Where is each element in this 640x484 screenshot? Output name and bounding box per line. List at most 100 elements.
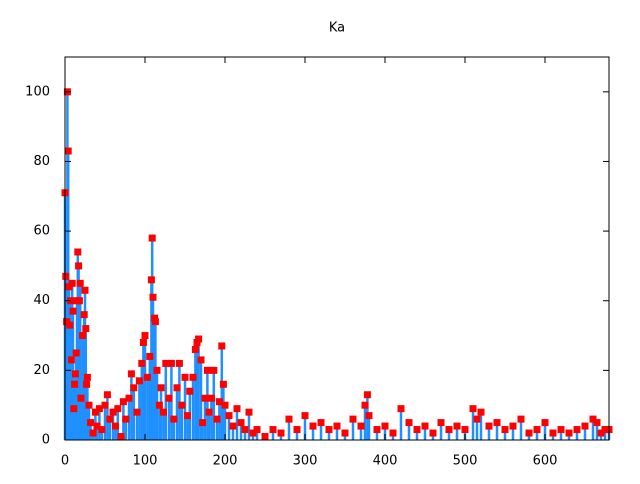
x-tick-label: 200	[213, 454, 238, 469]
point	[71, 380, 79, 388]
point	[91, 408, 99, 416]
point	[69, 307, 77, 315]
point	[189, 373, 197, 381]
point	[75, 262, 83, 270]
point	[70, 405, 78, 413]
point	[225, 412, 233, 420]
point	[106, 415, 114, 423]
point	[167, 359, 175, 367]
point	[125, 394, 133, 402]
point	[221, 401, 229, 409]
point	[373, 426, 381, 434]
point	[141, 332, 149, 340]
point	[589, 415, 597, 423]
point	[509, 422, 517, 430]
point	[201, 394, 209, 402]
point	[365, 412, 373, 420]
point	[199, 419, 207, 427]
point	[87, 419, 95, 427]
point	[261, 433, 269, 441]
point	[241, 426, 249, 434]
point	[215, 398, 223, 406]
point	[64, 147, 72, 155]
point	[72, 349, 80, 357]
point	[67, 356, 75, 364]
point	[219, 380, 227, 388]
point	[135, 377, 143, 385]
plot-border	[64, 56, 610, 441]
point	[148, 234, 156, 242]
point	[153, 366, 161, 374]
point	[210, 366, 218, 374]
point	[111, 422, 119, 430]
point	[207, 394, 215, 402]
point	[218, 342, 226, 350]
y-tick-label: 60	[33, 224, 50, 239]
point	[133, 408, 141, 416]
point	[71, 370, 79, 378]
point	[66, 321, 74, 329]
point	[117, 433, 125, 441]
point	[597, 429, 605, 437]
point	[453, 422, 461, 430]
point	[191, 345, 199, 353]
point	[173, 384, 181, 392]
point	[381, 422, 389, 430]
point	[98, 426, 106, 434]
point	[349, 415, 357, 423]
point	[149, 293, 157, 301]
point	[83, 380, 91, 388]
point	[325, 426, 333, 434]
point	[119, 398, 127, 406]
point	[101, 401, 109, 409]
point	[80, 311, 88, 319]
point	[157, 384, 165, 392]
point	[309, 422, 317, 430]
point	[413, 426, 421, 434]
point	[146, 352, 154, 360]
x-tick-label: 400	[373, 454, 398, 469]
point	[485, 422, 493, 430]
point	[205, 408, 213, 416]
point	[245, 408, 253, 416]
point	[477, 408, 485, 416]
point	[76, 279, 84, 287]
point	[197, 356, 205, 364]
point	[195, 335, 203, 343]
y-tick-label: 100	[25, 84, 50, 99]
point	[525, 429, 533, 437]
point	[437, 419, 445, 427]
point	[79, 332, 87, 340]
point	[277, 429, 285, 437]
point	[181, 373, 189, 381]
point	[557, 426, 565, 434]
point	[473, 415, 481, 423]
point	[237, 419, 245, 427]
point	[341, 429, 349, 437]
point	[83, 373, 91, 381]
point	[233, 405, 241, 413]
point	[122, 415, 130, 423]
point	[151, 318, 159, 326]
point	[68, 279, 76, 287]
point	[74, 248, 82, 256]
point	[541, 419, 549, 427]
point	[285, 415, 293, 423]
point	[127, 370, 135, 378]
point	[143, 373, 151, 381]
point	[581, 422, 589, 430]
point	[155, 401, 163, 409]
point	[429, 429, 437, 437]
y-tick-label: 20	[33, 363, 50, 378]
point	[229, 422, 237, 430]
x-tick-label: 0	[61, 454, 69, 469]
point	[203, 366, 211, 374]
x-tick-label: 300	[293, 454, 318, 469]
x-tick-label: 500	[453, 454, 478, 469]
point	[109, 408, 117, 416]
chart-title: Ka	[329, 21, 345, 36]
point	[85, 401, 93, 409]
point	[147, 276, 155, 284]
